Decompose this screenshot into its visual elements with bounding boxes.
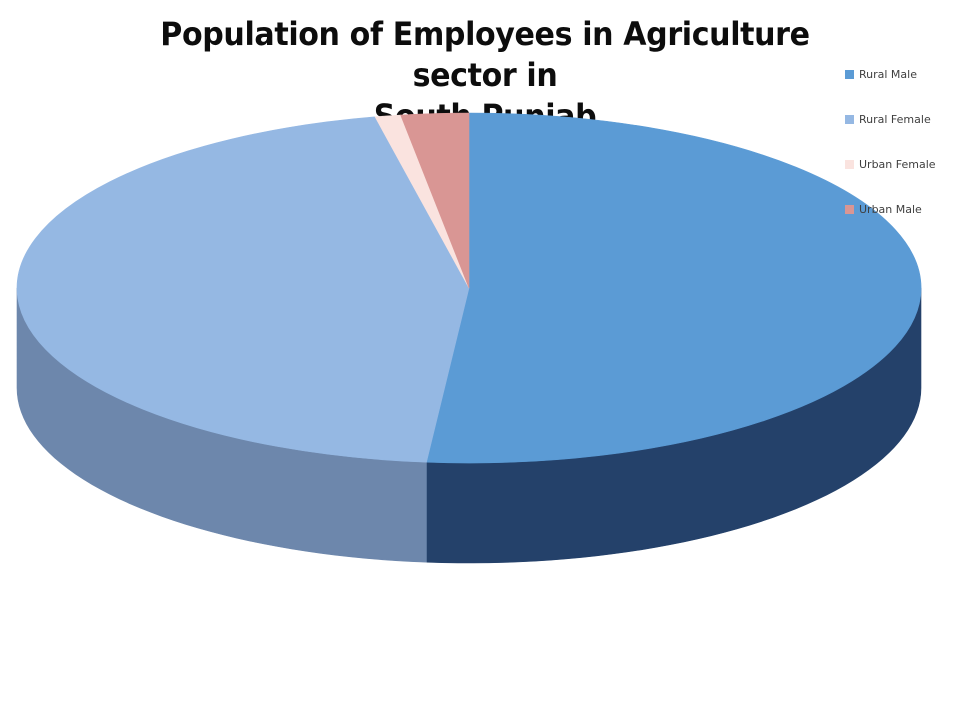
legend-entry-rural-male[interactable]: Rural Male	[845, 52, 957, 97]
legend-swatch-icon	[845, 160, 854, 169]
legend-label: Urban Female	[859, 158, 936, 171]
legend-label: Urban Male	[859, 203, 922, 216]
legend-label: Rural Male	[859, 68, 917, 81]
legend-entry-rural-female[interactable]: Rural Female	[845, 97, 957, 142]
legend-label: Rural Female	[859, 113, 931, 126]
legend-swatch-icon	[845, 115, 854, 124]
pie-top-surface	[16, 112, 922, 464]
legend-swatch-icon	[845, 70, 854, 79]
legend-swatch-icon	[845, 205, 854, 214]
chart-legend: Rural Male Rural Female Urban Female Urb…	[845, 52, 957, 232]
legend-entry-urban-female[interactable]: Urban Female	[845, 142, 957, 187]
legend-entry-urban-male[interactable]: Urban Male	[845, 187, 957, 232]
pie-slice-rural-female[interactable]	[16, 116, 470, 463]
pie-slice-rural-male[interactable]	[426, 112, 922, 464]
pie-slice-urban-male[interactable]	[400, 112, 470, 289]
